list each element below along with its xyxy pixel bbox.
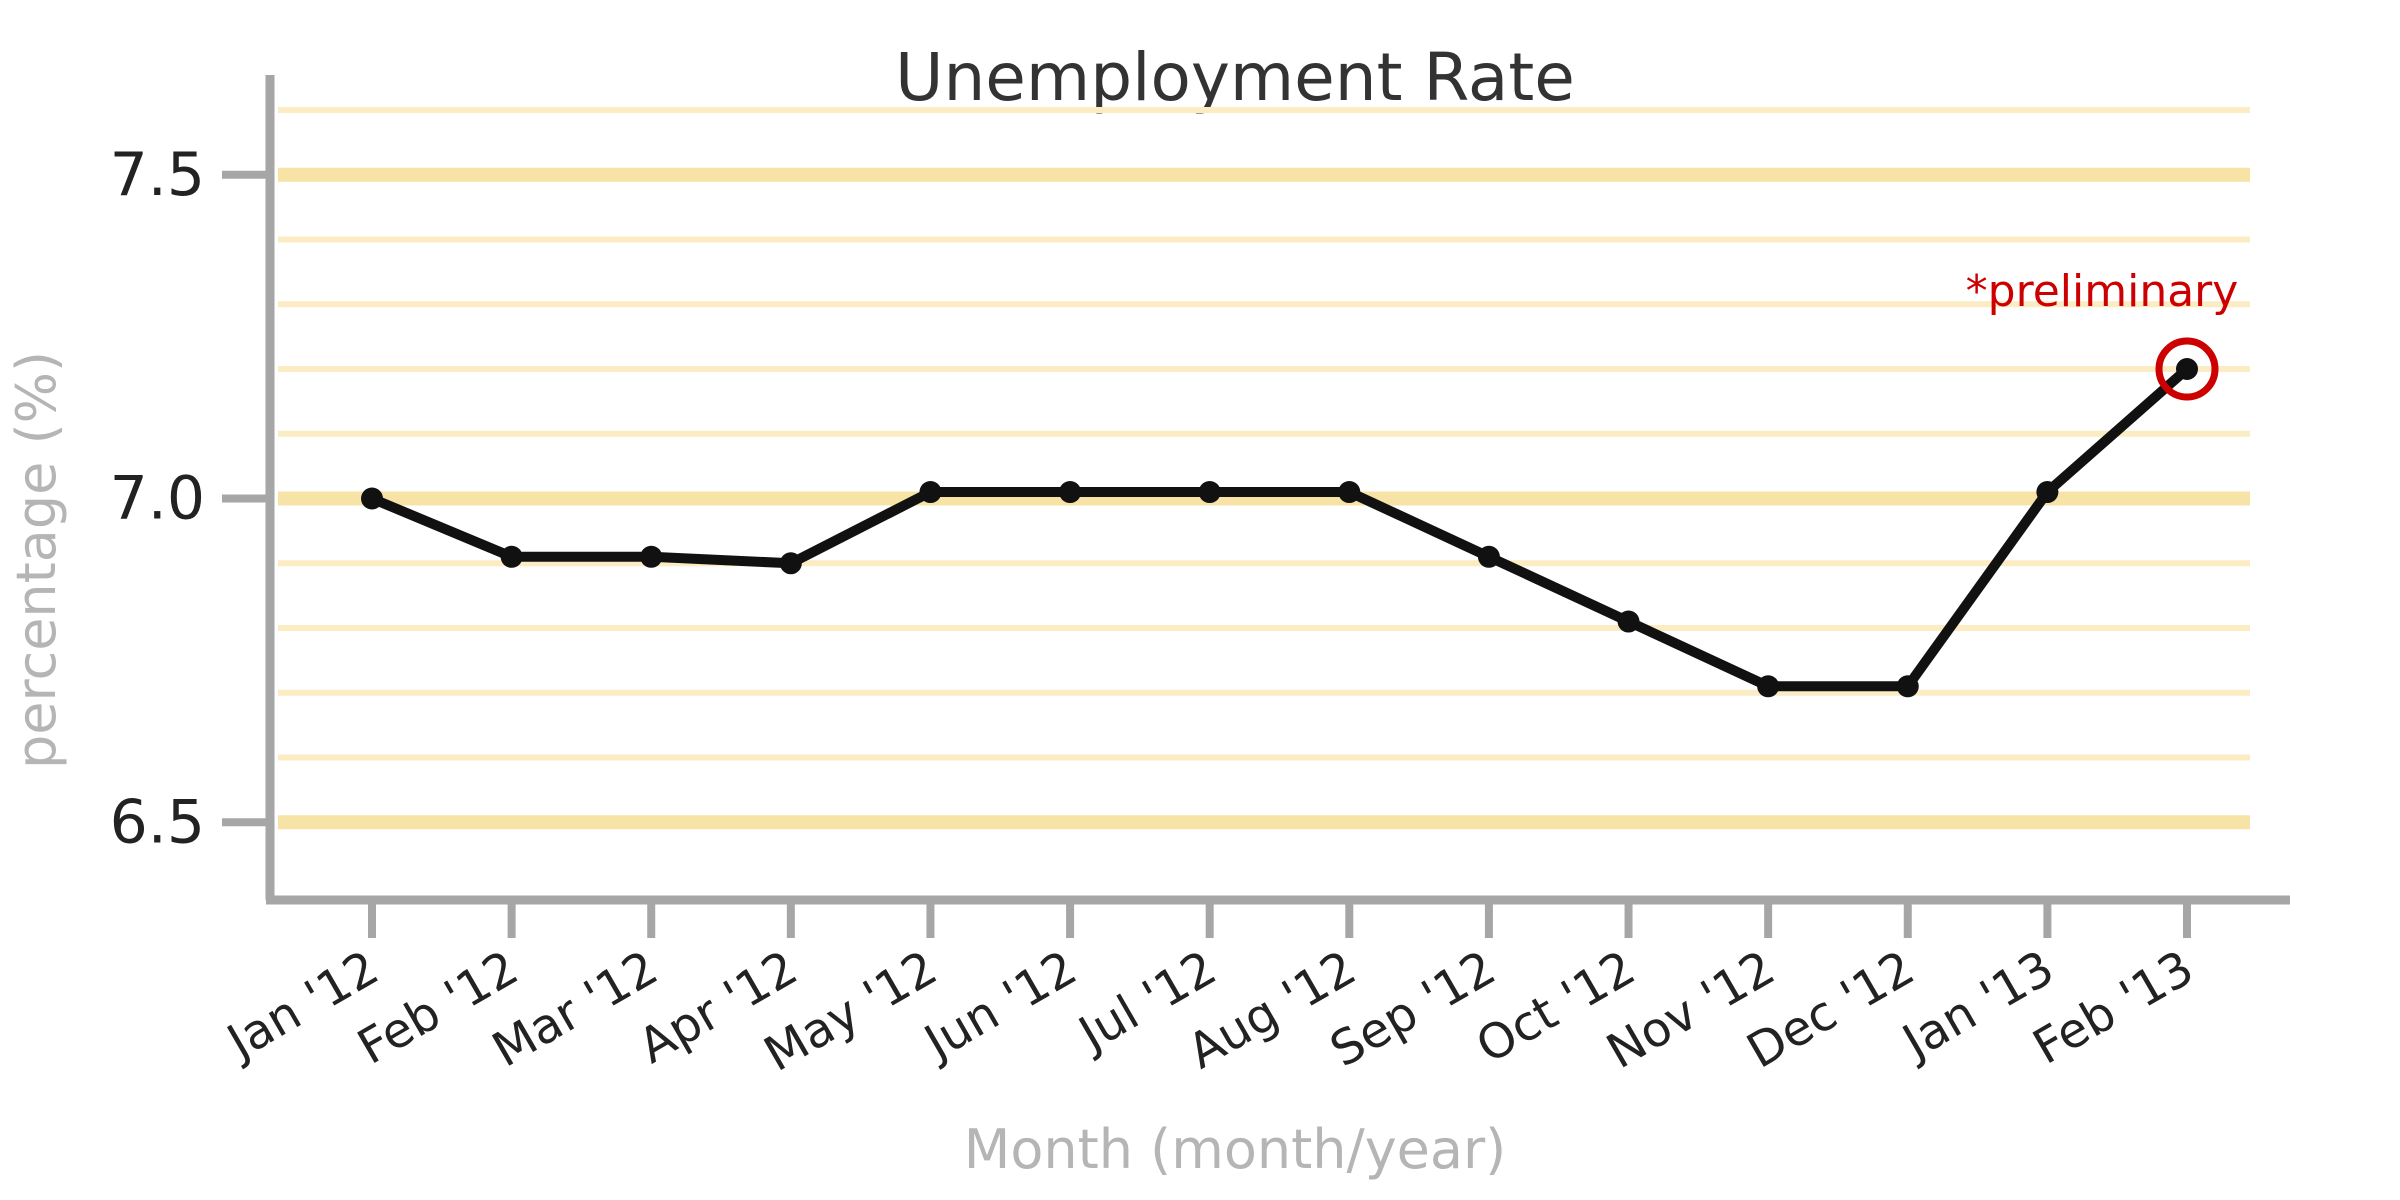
data-point	[1896, 675, 1919, 698]
data-point	[779, 552, 802, 575]
data-point	[2036, 481, 2059, 504]
data-point	[1338, 481, 1361, 504]
data-point	[1198, 481, 1221, 504]
series-line	[367, 364, 2192, 692]
annotation-group: *preliminary	[1966, 266, 2239, 401]
annotation-preliminary: *preliminary	[1966, 266, 2239, 317]
y-tick-label: 6.5	[110, 787, 205, 857]
data-point	[919, 481, 942, 504]
annotation-ring	[2155, 337, 2219, 401]
y-tick-label: 7.0	[110, 464, 205, 534]
data-point	[1059, 481, 1082, 504]
data-point	[1757, 675, 1780, 698]
data-point	[500, 545, 523, 568]
series-line-path	[367, 364, 2192, 692]
grid-lines	[278, 107, 2250, 830]
chart-title: Unemployment Rate	[895, 39, 1575, 116]
y-axis-label: percentage (%)	[5, 351, 68, 769]
data-point	[640, 545, 663, 568]
y-tick-label: 7.5	[110, 140, 205, 210]
data-point	[1477, 545, 1500, 568]
y-axis-ticks: 6.5 7.0 7.5	[110, 140, 270, 857]
data-point	[361, 487, 383, 510]
data-point	[2176, 358, 2198, 381]
data-points	[361, 358, 2198, 698]
x-tick-label: Feb '13	[2024, 940, 2203, 1076]
x-axis-label: Month (month/year)	[964, 1118, 1506, 1181]
axes	[265, 75, 2290, 905]
x-tick-label: Jun '12	[913, 940, 1086, 1072]
data-point	[1617, 610, 1640, 633]
